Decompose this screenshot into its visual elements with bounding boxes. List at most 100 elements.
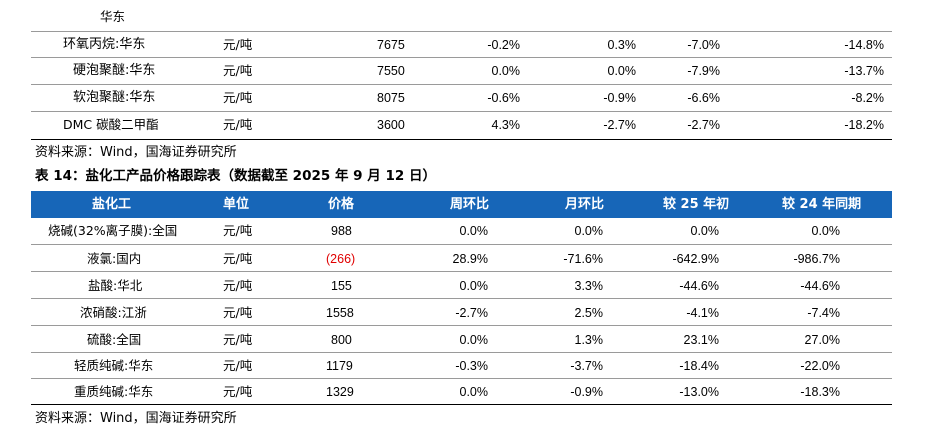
week-change: -0.3% [455, 359, 488, 373]
price: 800 [331, 333, 352, 347]
header-yoy-change: 较 24 年同期 [782, 197, 862, 212]
yoy-change: -18.2% [844, 118, 884, 132]
week-change: 0.0% [459, 333, 489, 347]
ytd-change: -44.6% [679, 279, 719, 293]
month-change: 0.0% [607, 64, 637, 78]
price: 7675 [377, 38, 405, 52]
table-bottom-border [31, 139, 892, 140]
ytd-change: -7.9% [687, 64, 720, 78]
header-week-change: 周环比 [450, 197, 490, 212]
product-name: 硬泡聚醚:华东 [73, 63, 156, 78]
price: 1329 [326, 385, 354, 399]
unit: 元/吨 [223, 358, 253, 373]
divider [31, 31, 892, 32]
product-name: 浓硝酸:江浙 [80, 305, 147, 320]
price: 1179 [326, 359, 353, 373]
header-month-change: 月环比 [565, 197, 605, 212]
ytd-change: 0.0% [690, 224, 720, 238]
week-change: 0.0% [459, 224, 489, 238]
product-name: 环氧丙烷:华东 [63, 37, 146, 52]
yoy-change: -13.7% [844, 64, 884, 78]
yoy-change: -22.0% [800, 359, 840, 373]
header-unit: 单位 [223, 197, 250, 212]
month-change: -2.7% [603, 118, 636, 132]
product-name: 重质纯碱:华东 [74, 384, 154, 399]
unit: 元/吨 [223, 384, 253, 399]
price: (266) [326, 252, 356, 266]
product-name: DMC 碳酸二甲酯 [63, 117, 159, 132]
header-category: 盐化工 [92, 197, 132, 212]
product-name: 轻质纯碱:华东 [74, 358, 154, 373]
divider [31, 57, 892, 58]
ytd-change: 23.1% [683, 333, 719, 347]
yoy-change: -7.4% [807, 306, 840, 320]
ytd-change: -7.0% [687, 38, 720, 52]
ytd-change: -13.0% [679, 385, 719, 399]
price: 3600 [377, 118, 405, 132]
unit: 元/吨 [223, 223, 253, 238]
unit: 元/吨 [223, 37, 253, 52]
week-change: -0.6% [487, 91, 520, 105]
table-header [31, 191, 892, 218]
unit: 元/吨 [223, 251, 253, 266]
table-title: 表 14：盐化工产品价格跟踪表（数据截至 2025 年 9 月 12 日） [35, 168, 436, 184]
month-change: 3.3% [574, 279, 604, 293]
divider [31, 325, 892, 326]
unit: 元/吨 [223, 278, 253, 293]
yoy-change: -18.3% [800, 385, 840, 399]
divider [31, 378, 892, 379]
table-bottom-border [31, 404, 892, 405]
unit: 元/吨 [223, 332, 253, 347]
month-change: 0.0% [574, 224, 604, 238]
week-change: 0.0% [459, 385, 489, 399]
month-change: 1.3% [574, 333, 604, 347]
divider [31, 111, 892, 112]
product-name: 硫酸:全国 [87, 332, 142, 347]
divider [31, 298, 892, 299]
yoy-change: 0.0% [811, 224, 841, 238]
yoy-change: -44.6% [800, 279, 840, 293]
product-name: 液氯:国内 [87, 251, 142, 266]
divider [31, 271, 892, 272]
source-note: 资料来源：Wind，国海证券研究所 [35, 145, 237, 160]
product-name: 软泡聚醚:华东 [73, 90, 156, 105]
yoy-change: 27.0% [804, 333, 840, 347]
month-change: -0.9% [570, 385, 603, 399]
divider [31, 84, 892, 85]
month-change: -3.7% [570, 359, 603, 373]
week-change: 0.0% [491, 64, 521, 78]
unit: 元/吨 [223, 305, 253, 320]
price: 1558 [326, 306, 354, 320]
unit: 元/吨 [223, 90, 253, 105]
price: 988 [331, 224, 352, 238]
month-change: -71.6% [563, 252, 603, 266]
week-change: 4.3% [491, 118, 521, 132]
week-change: -0.2% [487, 38, 520, 52]
product-name: 烧碱(32%离子膜):全国 [48, 223, 178, 238]
product-name: 盐酸:华北 [88, 278, 143, 293]
week-change: 0.0% [459, 279, 489, 293]
ytd-change: -2.7% [687, 118, 720, 132]
yoy-change: -8.2% [851, 91, 884, 105]
unit: 元/吨 [223, 117, 253, 132]
month-change: -0.9% [603, 91, 636, 105]
divider [31, 352, 892, 353]
price: 8075 [377, 91, 405, 105]
month-change: 2.5% [574, 306, 604, 320]
ytd-change: -642.9% [672, 252, 719, 266]
month-change: 0.3% [607, 38, 637, 52]
source-note: 资料来源：Wind，国海证券研究所 [35, 411, 237, 426]
divider [31, 244, 892, 245]
yoy-change: -14.8% [844, 38, 884, 52]
ytd-change: -6.6% [687, 91, 720, 105]
table1-partial-row-label: 华东 [100, 9, 126, 24]
header-ytd-change: 较 25 年初 [663, 197, 730, 212]
ytd-change: -4.1% [686, 306, 719, 320]
unit: 元/吨 [223, 63, 253, 78]
header-price: 价格 [328, 197, 355, 212]
ytd-change: -18.4% [679, 359, 719, 373]
week-change: 28.9% [452, 252, 488, 266]
price: 155 [331, 279, 352, 293]
week-change: -2.7% [455, 306, 488, 320]
yoy-change: -986.7% [793, 252, 840, 266]
